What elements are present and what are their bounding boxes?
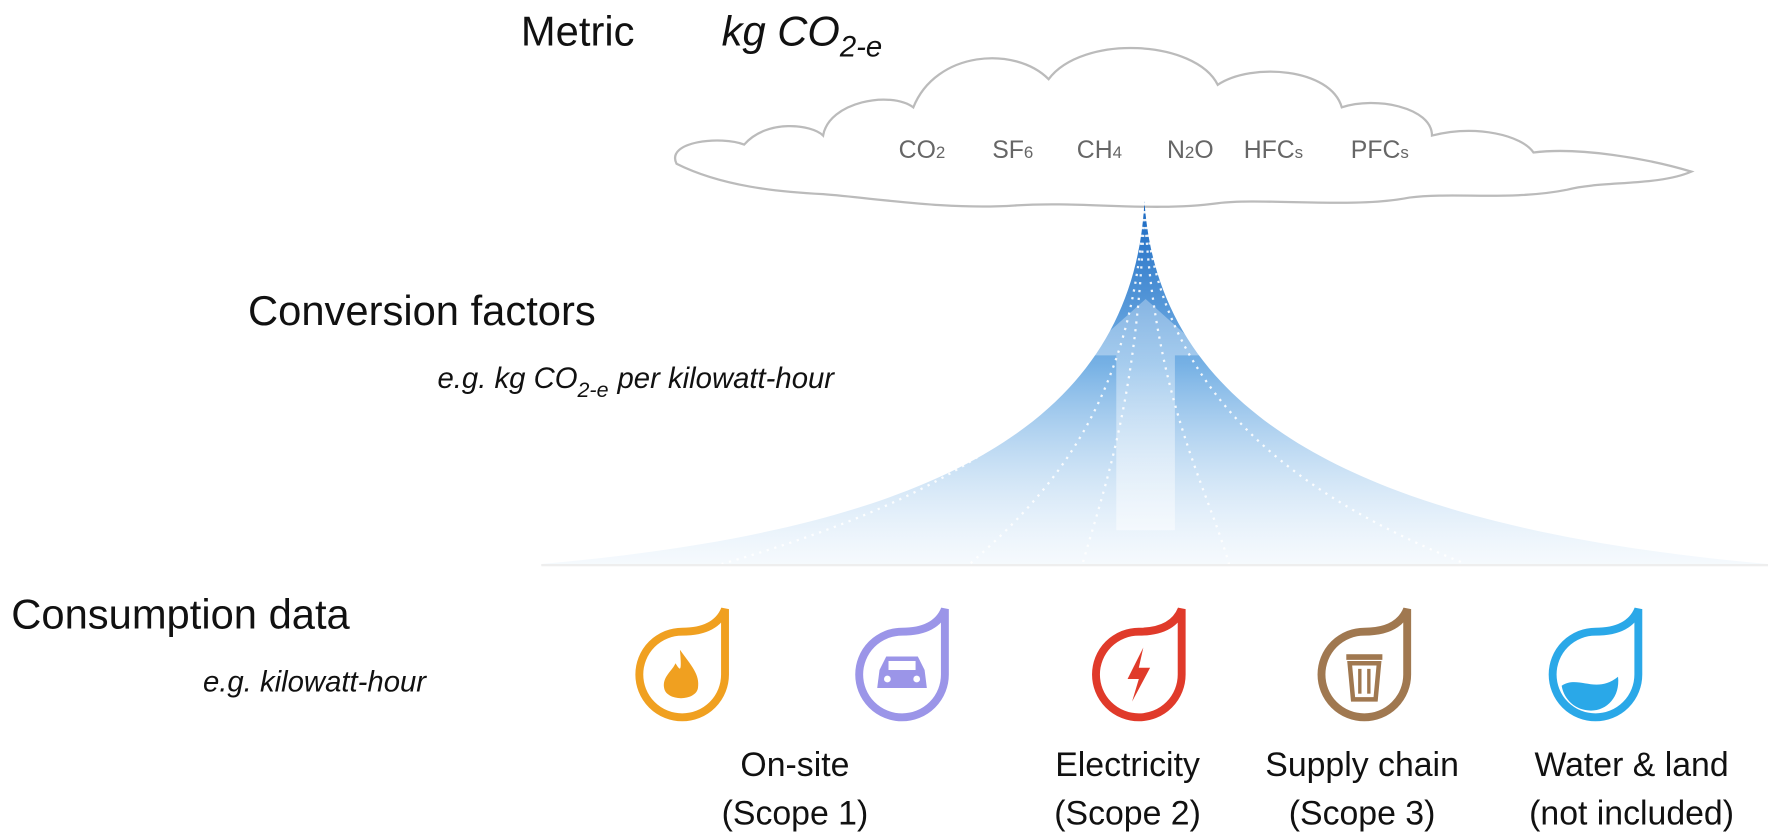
icon-car	[855, 607, 949, 722]
gas-sub: 4	[1113, 143, 1122, 162]
gas: N	[1167, 137, 1185, 164]
consumption-example: e.g. kilowatt-hour	[203, 665, 427, 698]
gas-sub: s	[1400, 143, 1408, 162]
source-label: (Scope 1)	[722, 794, 869, 832]
funnel	[541, 200, 1768, 567]
icon-electricity	[1092, 607, 1186, 722]
source-label: Electricity	[1055, 746, 1200, 784]
gas: HFC	[1244, 137, 1295, 164]
icon-supply	[1317, 607, 1412, 722]
gas-sub: 2	[936, 143, 945, 162]
conversion-label: Conversion factors	[248, 287, 596, 334]
gas-sub: 2	[1185, 143, 1194, 162]
example: per kilowatt-hour	[617, 362, 836, 395]
icon-water	[1548, 607, 1643, 722]
metric-label: Metric	[521, 7, 635, 54]
gas: PFC	[1351, 137, 1401, 164]
source-label: (Scope 2)	[1054, 794, 1201, 832]
metric-unit: kg CO2-e	[722, 7, 883, 63]
source-label: On-site	[740, 746, 849, 784]
example-sub: 2-e	[577, 378, 609, 402]
gas: SF	[992, 137, 1024, 164]
unit-sub: 2-e	[839, 31, 882, 64]
source-label: (not included)	[1529, 794, 1734, 832]
conversion-example: e.g. kg CO2-e per kilowatt-hour	[437, 362, 835, 402]
consumption-label: Consumption data	[11, 590, 350, 637]
gases: CO2 SF6 CH4 N2O HFCs PFCs	[899, 137, 1409, 164]
gas-sub: s	[1295, 143, 1303, 162]
source-label: Supply chain	[1265, 746, 1459, 784]
gas-sub: 6	[1024, 143, 1033, 162]
gas: CH	[1077, 137, 1113, 164]
gas: CO	[899, 137, 936, 164]
source-label: (Scope 3)	[1289, 794, 1436, 832]
source-labels: On-site (Scope 1) Electricity (Scope 2) …	[722, 746, 1734, 832]
cloud	[673, 46, 1695, 208]
example: e.g. kg CO	[437, 362, 577, 395]
unit: kg CO	[722, 7, 840, 54]
icon-flame	[635, 607, 729, 722]
gas: O	[1194, 137, 1213, 164]
source-label: Water & land	[1534, 746, 1728, 784]
